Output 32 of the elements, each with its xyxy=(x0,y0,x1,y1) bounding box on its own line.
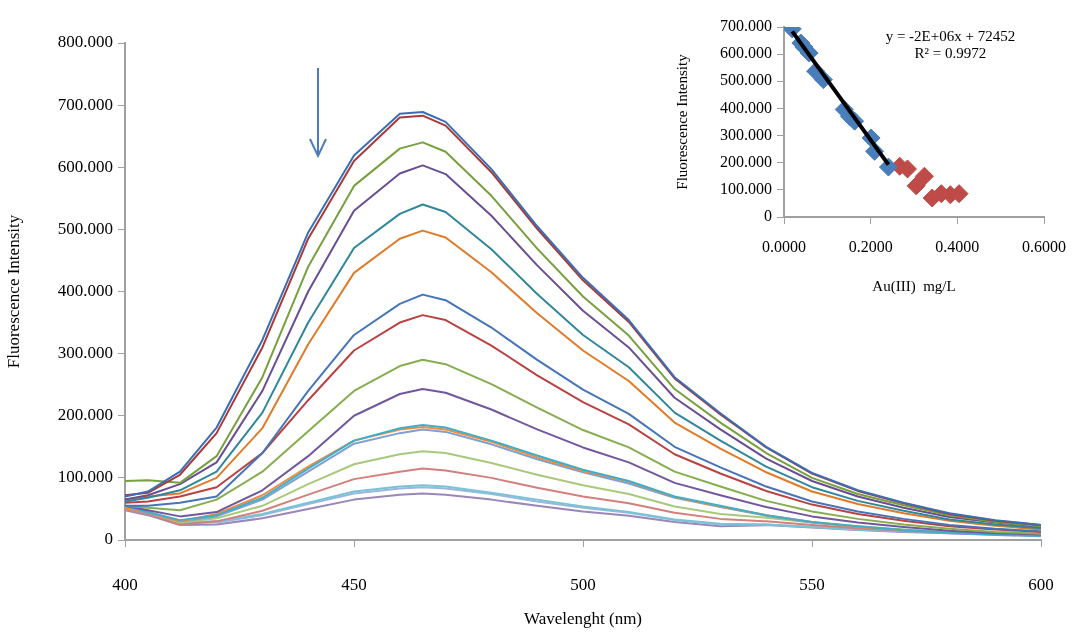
x-tick-label: 450 xyxy=(341,574,367,594)
x-tick-label: 600 xyxy=(1028,574,1054,594)
x-axis-title: Au(III) mg/L xyxy=(872,277,956,295)
x-axis-title: Wavelenght (nm) xyxy=(523,609,643,629)
x-tick-label: 0.0000 xyxy=(762,237,806,255)
x-tick-label: 0.6000 xyxy=(1022,237,1066,255)
annotation: R² = 0.9972 xyxy=(914,44,987,61)
y-tick-label: 500.000 xyxy=(720,71,772,89)
y-tick-label: 0 xyxy=(104,529,113,549)
x-tick-label: 500 xyxy=(570,574,596,594)
x-tick-label: 550 xyxy=(799,574,825,594)
y-tick-label: 400.000 xyxy=(57,280,113,300)
y-tick-label: 300.000 xyxy=(720,125,772,143)
y-axis-title: Fluorescence Intensity xyxy=(673,53,690,190)
y-tick-label: 700.000 xyxy=(57,94,113,114)
y-tick-label: 500.000 xyxy=(57,218,113,238)
y-axis-title: Fluorescence Intensity xyxy=(3,214,23,369)
y-tick-label: 600.000 xyxy=(57,156,113,176)
y-tick-label: 100.000 xyxy=(720,180,772,198)
y-tick-label: 200.000 xyxy=(720,152,772,170)
y-tick-label: 400.000 xyxy=(720,98,772,116)
y-tick-label: 300.000 xyxy=(57,343,113,363)
y-tick-label: 200.000 xyxy=(57,405,113,425)
y-tick-label: 100.000 xyxy=(57,467,113,487)
y-tick-label: 700.000 xyxy=(720,17,772,35)
y-tick-label: 0 xyxy=(764,207,772,225)
y-tick-label: 600.000 xyxy=(720,44,772,62)
annotation: y = -2E+06x + 72452 xyxy=(885,27,1016,44)
x-tick-label: 0.4000 xyxy=(935,237,980,255)
x-tick-label: 0.2000 xyxy=(848,237,893,255)
x-tick-label: 400 xyxy=(112,574,138,594)
y-tick-label: 800.000 xyxy=(57,32,113,52)
